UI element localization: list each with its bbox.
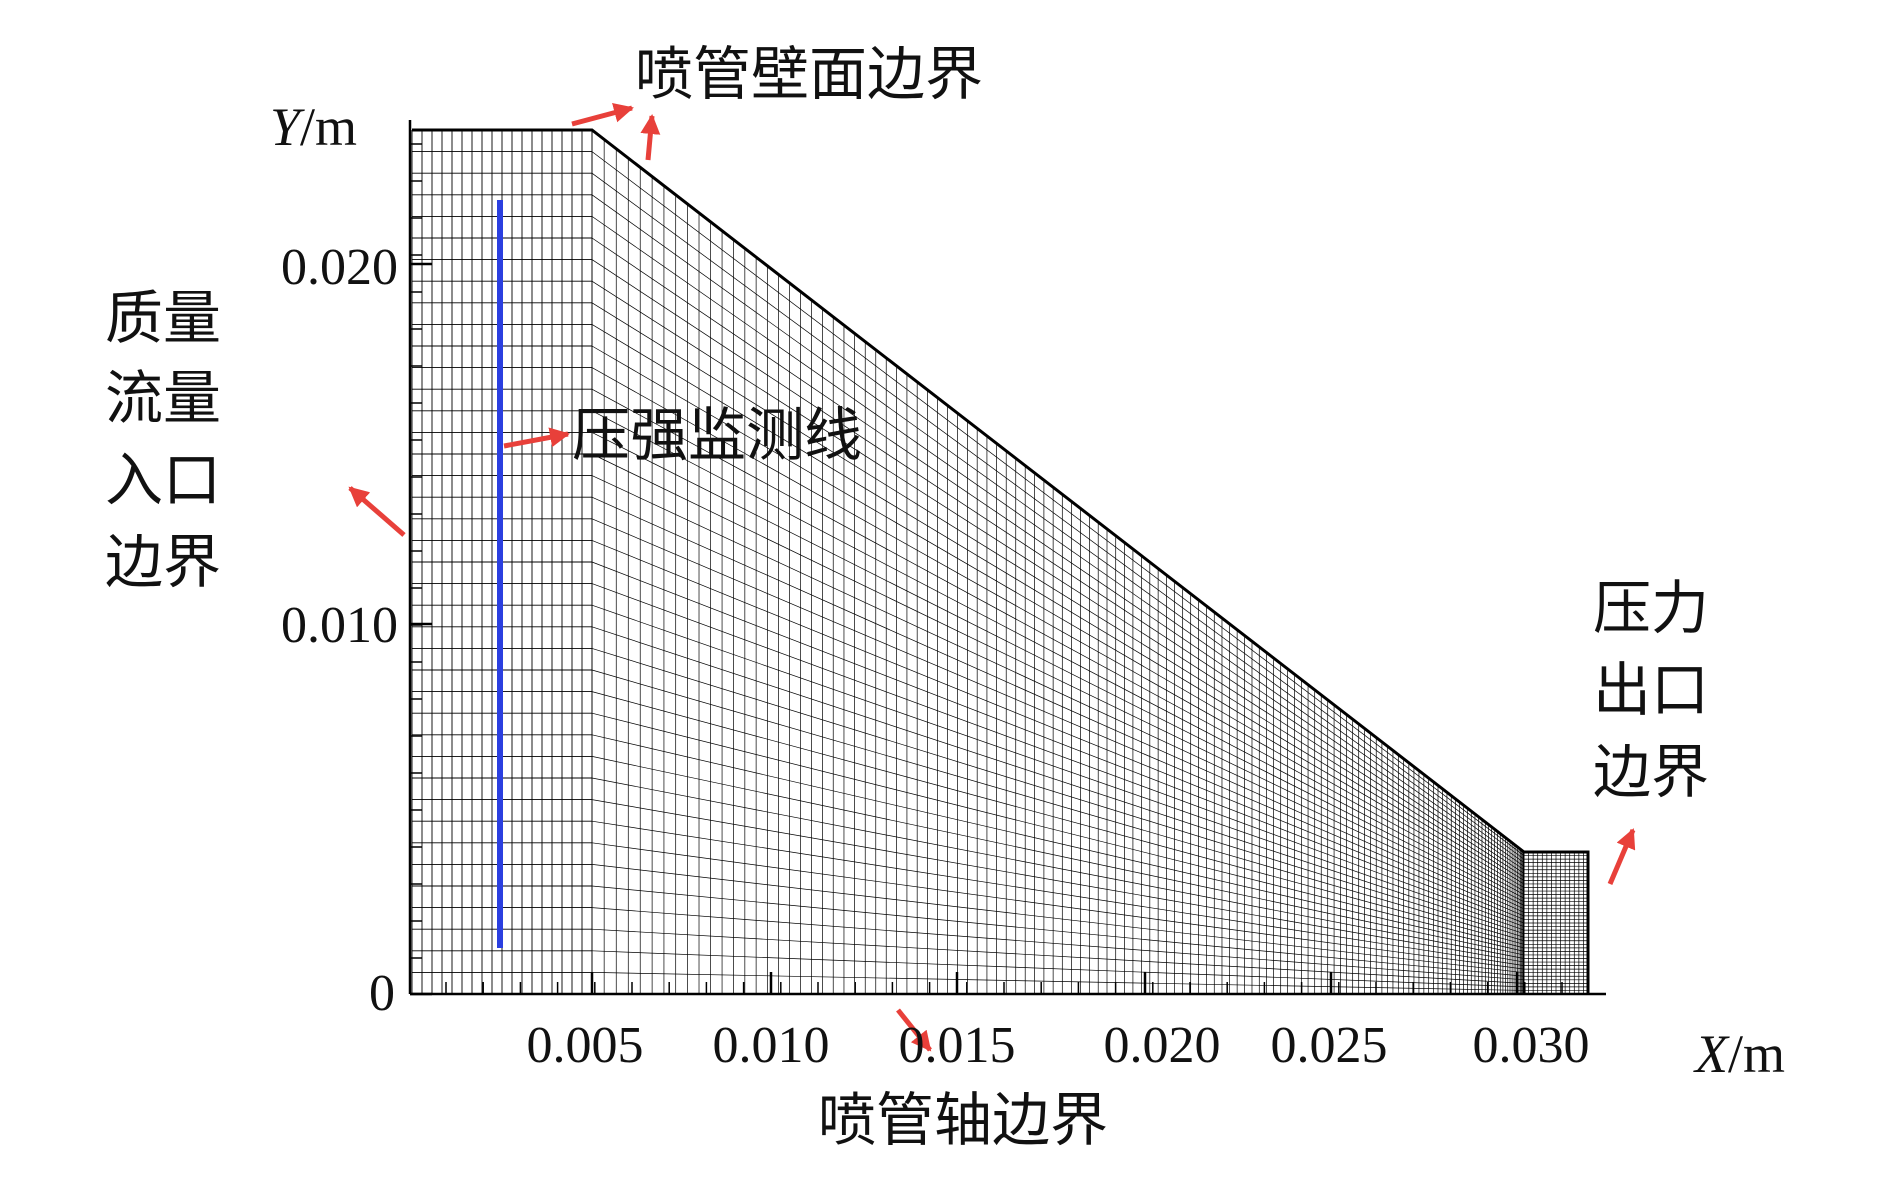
- wall-arrow-1: [571, 102, 634, 127]
- y-tick-0010: 0.010: [281, 597, 398, 654]
- mesh-line: [591, 820, 1525, 966]
- outlet-label-3: 边界: [1593, 738, 1709, 806]
- mesh-line: [591, 518, 1525, 917]
- convergent-mesh-region: [591, 129, 1525, 995]
- outlet-label-1: 压力: [1593, 574, 1709, 642]
- mesh-line: [591, 561, 1525, 924]
- mesh-line: [591, 756, 1525, 956]
- mesh-line: [591, 972, 1525, 991]
- y-tick-0: 0: [369, 965, 395, 1022]
- x-tick-0020: 0.020: [1104, 1017, 1221, 1074]
- x-axis-label: X/m: [1693, 1024, 1785, 1084]
- inlet-label-4: 边界: [105, 528, 221, 596]
- mesh-line: [591, 453, 1525, 906]
- monitor-arrow: [503, 427, 570, 449]
- mesh-line: [591, 583, 1525, 927]
- annotation-arrows: [348, 102, 1636, 1052]
- exit-mesh-region: [1523, 851, 1589, 995]
- y-tick-0020: 0.020: [281, 239, 398, 296]
- mesh-line: [591, 540, 1525, 920]
- mesh-line: [591, 626, 1525, 934]
- mesh-line: [591, 842, 1525, 970]
- mesh-line: [591, 907, 1525, 981]
- mesh-line: [591, 496, 1525, 913]
- x-tick-0005: 0.005: [527, 1017, 644, 1074]
- y-axis-label: Y/m: [270, 97, 357, 157]
- nozzle-outline: [412, 128, 1590, 994]
- y-axis-unit: /m: [300, 97, 357, 157]
- mesh-line: [591, 691, 1525, 945]
- y-axis-var: Y: [270, 97, 305, 157]
- outlet-arrow: [1607, 828, 1636, 885]
- mesh-line: [591, 712, 1525, 949]
- mesh-line: [591, 669, 1525, 942]
- mesh-line: [591, 410, 1525, 899]
- mesh-line: [591, 194, 1525, 863]
- outlet-label-2: 出口: [1593, 656, 1709, 724]
- mesh-line: [591, 885, 1525, 977]
- x-tick-0015: 0.015: [899, 1017, 1016, 1074]
- mesh-line: [591, 324, 1525, 885]
- mesh-line: [591, 216, 1525, 867]
- mesh-line: [591, 172, 1525, 860]
- mesh-line: [591, 864, 1525, 974]
- x-axis-var: X: [1693, 1024, 1730, 1084]
- mesh-line: [591, 388, 1525, 895]
- x-tick-0030: 0.030: [1473, 1017, 1590, 1074]
- mesh-line: [591, 799, 1525, 963]
- mesh-line: [591, 777, 1525, 959]
- mesh-line: [591, 734, 1525, 952]
- inlet-mesh-region: [411, 129, 593, 995]
- mesh-line: [591, 259, 1525, 874]
- mesh-line: [591, 648, 1525, 938]
- mesh-line: [591, 237, 1525, 871]
- mesh-line: [591, 280, 1525, 878]
- mesh-line: [591, 928, 1525, 984]
- x-tick-0010: 0.010: [713, 1017, 830, 1074]
- mesh-line: [591, 950, 1525, 988]
- x-tick-0025: 0.025: [1271, 1017, 1388, 1074]
- mesh-line: [591, 475, 1525, 910]
- mesh-line: [591, 302, 1525, 881]
- mesh-line: [591, 367, 1525, 892]
- inlet-label-3: 入口: [105, 446, 221, 514]
- inlet-label-2: 流量: [105, 364, 221, 432]
- inlet-label-1: 质量: [105, 284, 221, 352]
- mesh-line: [591, 151, 1525, 856]
- x-axis-unit: /m: [1728, 1024, 1785, 1084]
- mesh-line: [591, 432, 1525, 903]
- axis-boundary-label: 喷管轴边界: [818, 1086, 1108, 1154]
- axis-arrow: [896, 1008, 932, 1052]
- wall-boundary-label: 喷管壁面边界: [635, 40, 983, 108]
- axis-ticks: [410, 143, 1563, 996]
- wall-arrow-2: [640, 114, 661, 161]
- mesh-line: [591, 604, 1525, 931]
- mesh-line: [591, 345, 1525, 888]
- pressure-monitor-label: 压强监测线: [572, 401, 862, 469]
- inlet-arrow: [348, 486, 406, 537]
